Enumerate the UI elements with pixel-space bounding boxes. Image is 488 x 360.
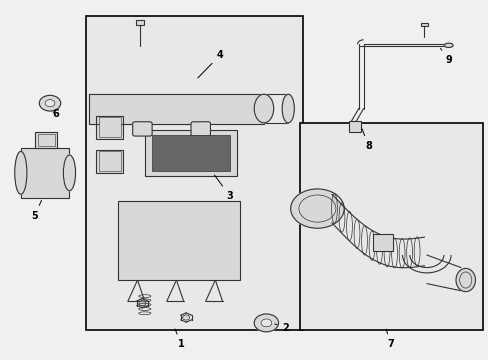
Bar — [21, 148, 69, 198]
Text: 1: 1 — [175, 329, 184, 349]
Ellipse shape — [455, 269, 474, 292]
Circle shape — [139, 301, 145, 306]
Bar — [152, 135, 229, 171]
Bar — [144, 130, 237, 176]
Bar — [300, 123, 482, 330]
Text: 4: 4 — [198, 50, 223, 78]
Text: 7: 7 — [386, 329, 393, 349]
Bar — [99, 117, 120, 137]
Bar — [372, 234, 392, 251]
Circle shape — [183, 315, 189, 320]
Ellipse shape — [15, 152, 27, 194]
Ellipse shape — [254, 94, 273, 123]
Polygon shape — [89, 94, 264, 123]
Circle shape — [45, 100, 55, 107]
Ellipse shape — [282, 94, 294, 123]
Bar — [118, 202, 239, 280]
Bar — [348, 121, 361, 132]
Text: 5: 5 — [31, 201, 41, 221]
Bar — [136, 20, 143, 24]
Ellipse shape — [63, 155, 75, 191]
Bar — [86, 16, 302, 330]
Circle shape — [254, 314, 278, 332]
Bar — [96, 150, 122, 173]
Circle shape — [290, 189, 344, 228]
Text: 3: 3 — [214, 175, 233, 201]
Bar — [99, 152, 120, 171]
Text: 2: 2 — [274, 323, 288, 333]
FancyBboxPatch shape — [191, 122, 210, 136]
Text: 8: 8 — [362, 129, 371, 151]
Bar — [96, 116, 122, 139]
Circle shape — [39, 95, 61, 111]
Bar — [38, 134, 55, 146]
Text: 9: 9 — [440, 48, 451, 65]
Bar — [420, 23, 427, 26]
FancyBboxPatch shape — [132, 122, 152, 136]
Text: 6: 6 — [52, 109, 59, 119]
Circle shape — [261, 319, 271, 327]
Bar — [35, 132, 57, 148]
Ellipse shape — [444, 43, 452, 48]
